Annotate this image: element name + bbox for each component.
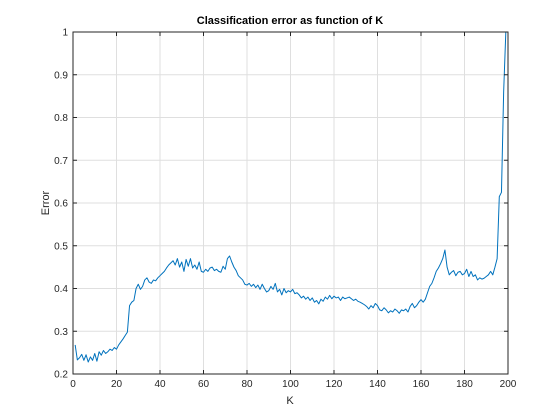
x-tick-label: 180 bbox=[456, 379, 473, 390]
y-tick-label: 0.2 bbox=[54, 370, 68, 381]
y-tick-label: 0.6 bbox=[54, 199, 68, 210]
x-tick-label: 60 bbox=[198, 379, 210, 390]
x-tick-label: 40 bbox=[154, 379, 166, 390]
chart-title: Classification error as function of K bbox=[197, 15, 383, 27]
error-line bbox=[74, 31, 507, 363]
x-tick-label: 0 bbox=[70, 379, 76, 390]
y-tick-label: 1 bbox=[62, 28, 68, 39]
x-tick-label: 160 bbox=[413, 379, 430, 390]
y-axis-label: Error bbox=[40, 190, 52, 215]
x-tick-labels: 0 20 40 60 80 100 120 140 160 180 200 bbox=[70, 379, 517, 390]
y-tick-label: 0.8 bbox=[54, 113, 68, 124]
y-tick-label: 0.9 bbox=[54, 70, 68, 81]
y-tick-label: 0.3 bbox=[54, 327, 68, 338]
x-tick-label: 100 bbox=[282, 379, 299, 390]
x-tick-label: 20 bbox=[111, 379, 123, 390]
x-tick-label: 200 bbox=[500, 379, 517, 390]
y-tick-label: 0.7 bbox=[54, 156, 68, 167]
y-tick-label: 0.5 bbox=[54, 241, 68, 252]
x-tick-label: 140 bbox=[369, 379, 386, 390]
x-axis-label: K bbox=[286, 395, 294, 407]
x-tick-label: 120 bbox=[326, 379, 343, 390]
ticks bbox=[72, 31, 509, 375]
series-layer bbox=[74, 31, 507, 363]
y-tick-labels: 0.2 0.3 0.4 0.5 0.6 0.7 0.8 0.9 1 bbox=[54, 28, 68, 381]
x-tick-label: 80 bbox=[241, 379, 253, 390]
y-tick-label: 0.4 bbox=[54, 284, 68, 295]
